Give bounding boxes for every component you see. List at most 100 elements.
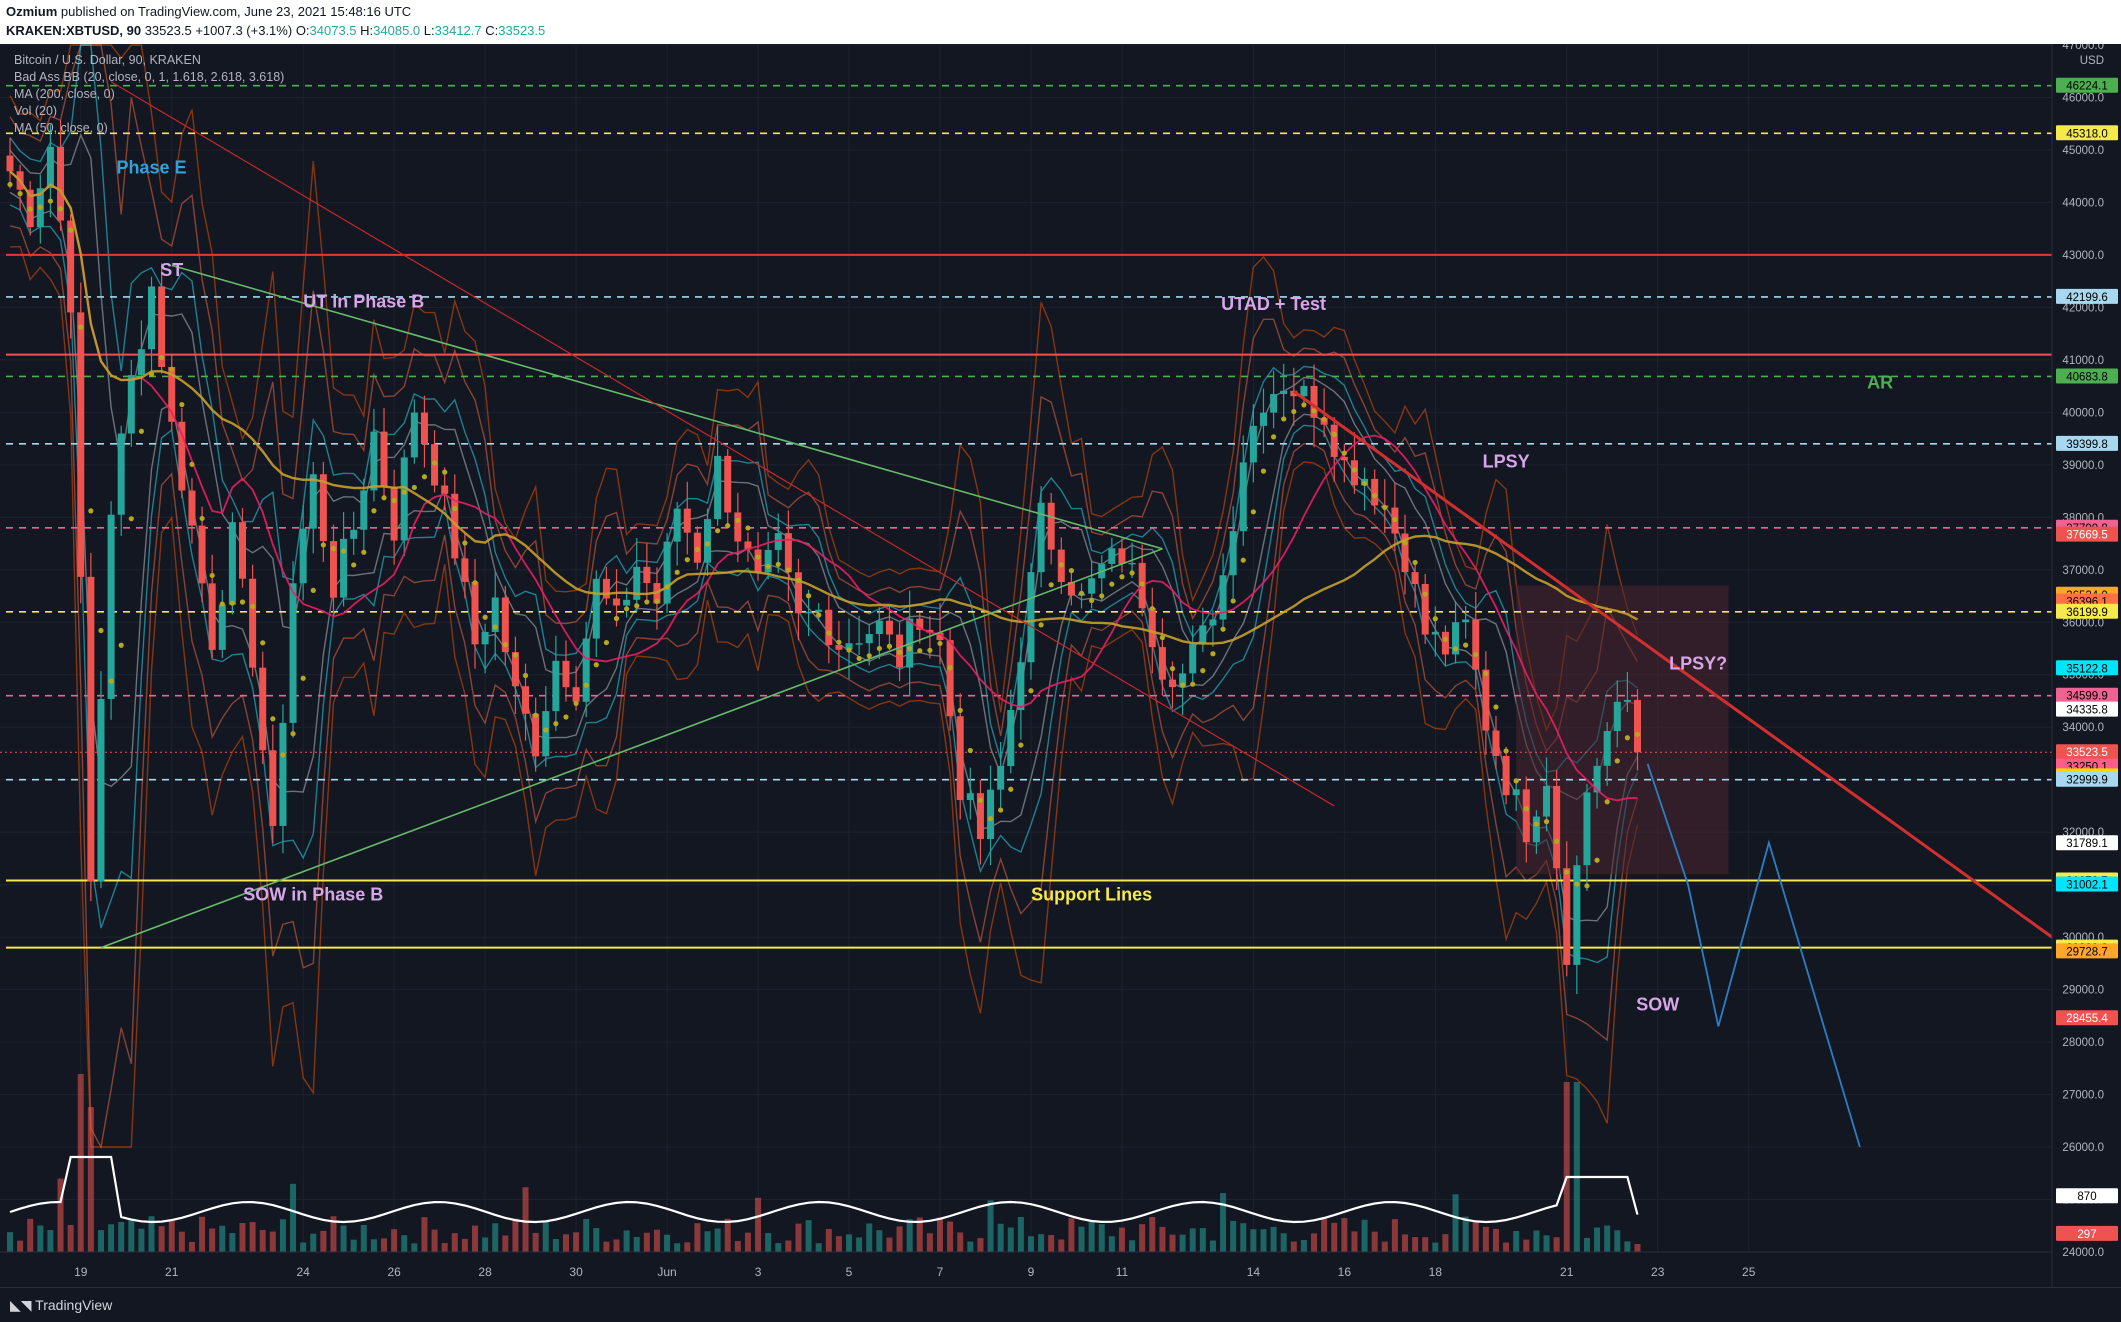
candle-body [633, 566, 641, 600]
trend-dot [644, 599, 650, 605]
bollinger-band [9, 204, 1639, 964]
volume-bar [1129, 1240, 1136, 1252]
volume-bar [370, 1239, 377, 1252]
x-tick-label: 9 [1028, 1265, 1035, 1279]
volume-bar [1442, 1234, 1449, 1252]
price-tag-label: 37669.5 [2066, 530, 2108, 542]
y-tick-label: 44000.0 [2062, 197, 2104, 209]
volume-bar [17, 1240, 24, 1252]
trend-dot [1190, 681, 1196, 687]
legend-ma50[interactable]: MA (50, close, 0) [14, 121, 108, 135]
trend-dot [846, 647, 852, 653]
volume-bar [744, 1232, 751, 1252]
volume-bar [259, 1229, 266, 1252]
volume-bar [310, 1233, 317, 1252]
volume-bar [1422, 1237, 1429, 1252]
trend-dot [118, 642, 124, 648]
trend-dot [1402, 540, 1408, 546]
volume-bar [1189, 1228, 1196, 1252]
bollinger-band [9, 225, 1639, 1150]
candle-body [825, 609, 833, 645]
candle-body [410, 412, 418, 458]
trend-dot [1270, 434, 1277, 440]
volume-bar [1290, 1241, 1297, 1252]
trend-dot [886, 643, 893, 649]
symbol[interactable]: KRAKEN:XBTUSD, 90 [6, 23, 142, 38]
volume-bar [1563, 1082, 1570, 1252]
volume-bar [542, 1220, 549, 1252]
candle-body [1290, 390, 1298, 397]
price-tag [2056, 288, 2118, 304]
volume-bar [1078, 1226, 1085, 1252]
x-tick-label: 5 [846, 1265, 853, 1279]
candle-body [1007, 709, 1015, 766]
candle-body [532, 713, 540, 757]
annotation-label: UT in Phase B [303, 291, 424, 311]
x-tick-label: 23 [1651, 1265, 1665, 1279]
trend-dot [421, 474, 428, 480]
trend-dot [593, 662, 599, 668]
candle-body [1229, 531, 1237, 576]
volume-bar [552, 1239, 559, 1252]
candle-body [1522, 789, 1530, 843]
y-tick-label: 47000.0 [2062, 44, 2104, 52]
volume-bar [77, 1073, 84, 1252]
candle-body [835, 644, 843, 650]
candle-body [602, 578, 610, 599]
volume-bar [947, 1221, 954, 1252]
price-chart[interactable]: Phase E ST UT in Phase B UTAD + Test AR LPSY L… [0, 44, 2121, 1287]
trend-dot [694, 546, 700, 553]
candle-body [522, 686, 530, 714]
trend-dot [745, 525, 751, 531]
volume-bar [815, 1243, 822, 1252]
trend-dot [239, 599, 246, 605]
trend-dot [553, 721, 559, 727]
price-tag-label: 29728.7 [2066, 946, 2108, 958]
tradingview-logo[interactable]: ◣◥ TradingView [10, 1297, 112, 1314]
legend-ma200[interactable]: MA (200, close, 0) [14, 87, 115, 101]
volume-bar [128, 1218, 135, 1252]
legend-vol[interactable]: Vol (20) [14, 104, 58, 118]
candle-body [1411, 572, 1419, 584]
trend-dot [674, 569, 680, 575]
trend-dot [1281, 416, 1287, 422]
volume-bar [1017, 1216, 1024, 1252]
trend-dot [199, 515, 205, 522]
trend-dot [1634, 731, 1641, 737]
candle-body [1563, 868, 1571, 965]
y-tick-label: 34000.0 [2062, 722, 2104, 734]
trend-dot [1361, 480, 1368, 487]
price-tag [2056, 943, 2118, 959]
legend-symbol[interactable]: Bitcoin / U.S. Dollar, 90, KRAKEN [14, 53, 201, 67]
candle-body [249, 578, 257, 668]
candle-body [350, 529, 358, 539]
trend-dot [340, 548, 347, 554]
candle-body [1209, 619, 1217, 626]
volume-bar [714, 1228, 721, 1252]
trend-dot [1038, 622, 1044, 628]
author-name[interactable]: Ozmium [6, 4, 58, 19]
trend-dot [1331, 431, 1337, 438]
volume-bar [846, 1234, 853, 1252]
last-price: 33523.5 [144, 23, 192, 38]
candle-body [390, 486, 398, 541]
trend-dot [189, 461, 195, 467]
legend-bb[interactable]: Bad Ass BB (20, close, 0, 1, 1.618, 2.61… [14, 70, 285, 84]
volume-bar [765, 1233, 772, 1252]
candle-body [1634, 699, 1641, 753]
trend-dot [1422, 591, 1428, 597]
high-label: H: [360, 23, 374, 38]
candle-body [481, 631, 489, 645]
volume-bar [168, 1220, 175, 1252]
volume-bar [1220, 1193, 1227, 1252]
volume-bar [603, 1241, 610, 1252]
candle-body [1037, 502, 1045, 573]
candle-body [845, 643, 853, 650]
volume-bar [178, 1231, 185, 1252]
annotation-label: ST [160, 260, 183, 280]
candle-body [572, 687, 580, 702]
volume-bar [502, 1235, 509, 1252]
candle-body [329, 541, 337, 598]
candle-body [420, 412, 428, 445]
candle-body [67, 220, 75, 313]
